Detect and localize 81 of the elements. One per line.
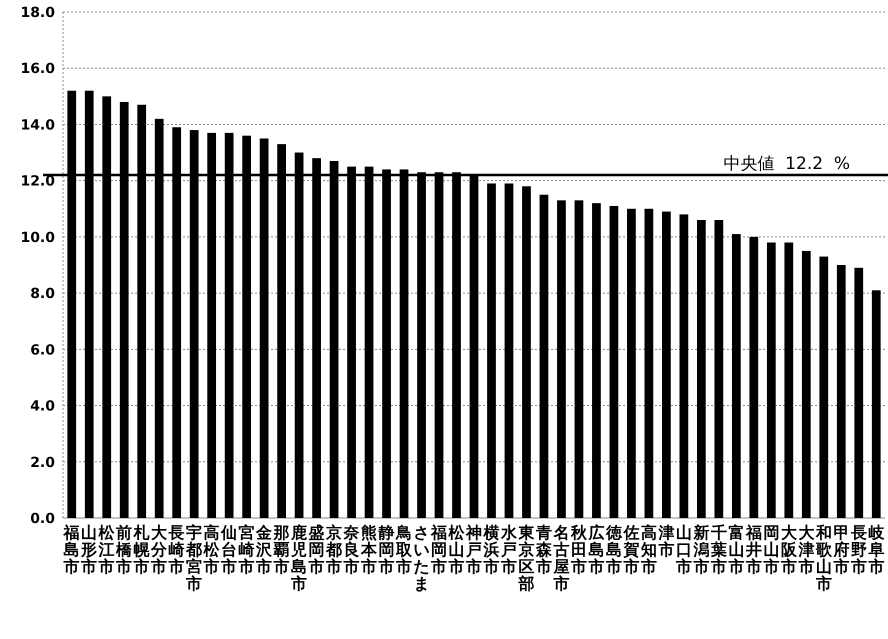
x-tick-label: 大津市 <box>797 523 816 576</box>
bar <box>540 194 548 518</box>
x-tick-label: 長崎市 <box>168 523 185 576</box>
bar <box>644 208 654 518</box>
bar <box>749 236 758 518</box>
x-tick-label: 高知市 <box>640 523 657 576</box>
x-tick-label: 福井市 <box>744 523 762 576</box>
bar <box>574 200 584 518</box>
x-tick-label: 山形市 <box>80 523 98 576</box>
bar <box>522 186 531 518</box>
x-tick-label: 仙台市 <box>220 523 238 576</box>
y-tick-label: 18.0 <box>20 5 56 21</box>
x-tick-label: 金沢市 <box>255 523 274 576</box>
bar <box>504 183 514 518</box>
y-tick-label: 10.0 <box>20 230 56 246</box>
bar <box>714 220 724 518</box>
bar <box>732 234 741 518</box>
x-tick-label: 福岡市 <box>430 523 448 576</box>
x-tick-label: 大分市 <box>150 523 168 576</box>
x-tick-label: 水戸市 <box>500 523 518 576</box>
bar <box>487 183 496 518</box>
bar <box>854 268 864 518</box>
x-tick-label: 静岡市 <box>378 523 395 576</box>
y-tick-label: 2.0 <box>30 454 56 471</box>
bar <box>696 220 706 518</box>
x-tick-label: 神戸市 <box>465 523 482 576</box>
x-tick-label: 名古屋市 <box>552 523 570 593</box>
y-tick-label: 6.0 <box>30 342 56 358</box>
x-tick-label: 甲府市 <box>832 523 850 576</box>
bar <box>819 256 828 518</box>
x-tick-label: 宮崎市 <box>238 523 255 576</box>
x-tick-label: 岡山市 <box>762 523 780 576</box>
x-tick-label: 東京区部 <box>517 523 536 593</box>
x-tick-label: 青森市 <box>534 523 553 576</box>
y-tick-label: 0.0 <box>30 511 56 527</box>
x-tick-label: 奈良市 <box>342 523 361 576</box>
x-tick-label: 鹿児島市 <box>290 523 308 593</box>
y-tick-label: 8.0 <box>30 286 56 302</box>
x-tick-label: 佐賀市 <box>622 523 640 576</box>
x-tick-label: 津市 <box>657 523 674 559</box>
x-tick-label: さいたま <box>414 523 430 593</box>
y-tick-label: 12.0 <box>20 174 56 190</box>
bar <box>610 206 618 518</box>
x-tick-label: 新潟市 <box>692 523 710 576</box>
x-tick-label: 熊本市 <box>360 523 378 576</box>
x-tick-label: 和歌山市 <box>814 523 833 593</box>
bar <box>557 200 566 518</box>
x-tick-label: 山口市 <box>674 523 692 576</box>
bar <box>662 212 671 518</box>
x-tick-label: 徳島市 <box>604 523 623 576</box>
x-tick-label: 横浜市 <box>482 523 500 576</box>
x-tick-label: 岐阜市 <box>867 523 886 576</box>
y-tick-label: 16.0 <box>20 61 56 78</box>
y-tick-label: 4.0 <box>30 398 56 415</box>
bar <box>592 203 601 518</box>
x-tick-label: 那覇市 <box>272 523 290 576</box>
x-tick-label: 秋田市 <box>570 523 588 576</box>
x-tick-label: 宇都宮市 <box>185 523 202 593</box>
ref-line-label: 中央値 12.2 % <box>723 154 850 174</box>
bar <box>872 290 881 518</box>
x-tick-label: 松山市 <box>448 523 466 576</box>
x-tick-label: 前橋市 <box>115 523 134 576</box>
x-tick-label: 京都市 <box>325 523 342 576</box>
bar <box>802 250 811 518</box>
x-tick-label: 盛岡市 <box>308 523 325 576</box>
bar <box>766 242 776 518</box>
x-tick-label: 大阪市 <box>780 523 798 576</box>
x-tick-label: 松江市 <box>98 523 116 576</box>
x-tick-label: 高松市 <box>202 523 221 576</box>
x-tick-label: 広島市 <box>587 523 604 576</box>
x-tick-label: 長野市 <box>850 523 867 576</box>
y-tick-label: 14.0 <box>20 117 56 134</box>
bar <box>784 242 794 518</box>
bar <box>680 214 688 518</box>
x-tick-label: 富山市 <box>727 523 744 576</box>
x-tick-label: 福島市 <box>62 523 80 576</box>
x-tick-label: 千葉市 <box>710 523 727 576</box>
x-tick-label: 札幌市 <box>132 523 151 576</box>
x-tick-label: 鳥取市 <box>395 523 414 576</box>
bar <box>627 208 636 518</box>
bar <box>836 265 846 518</box>
